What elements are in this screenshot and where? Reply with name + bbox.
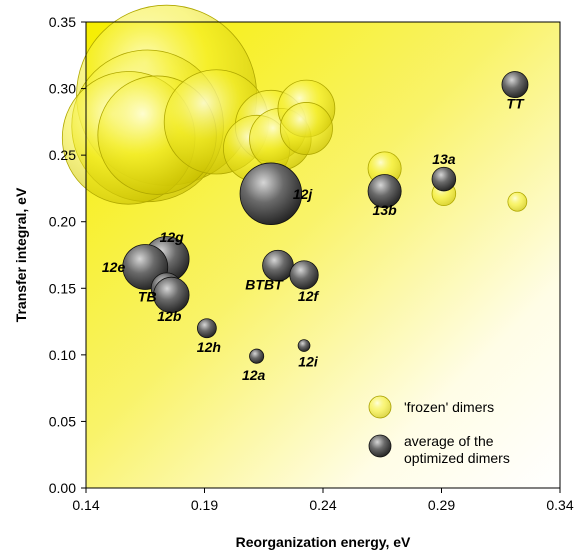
y-axis-title: Transfer integral, eV: [13, 187, 29, 322]
point-label: 12e: [102, 259, 126, 275]
point-label: 12b: [157, 308, 182, 324]
frozen-dimer-bubble: [507, 191, 528, 212]
point-label: BTBT: [245, 277, 284, 293]
x-tick-label: 0.24: [309, 497, 336, 513]
optimized-dimer-bubble: [289, 260, 319, 290]
x-axis-title: Reorganization energy, eV: [236, 534, 411, 550]
optimized-series: [122, 71, 529, 364]
legend: 'frozen' dimers average of the optimized …: [368, 395, 510, 466]
optimized-dimer-bubble: [196, 318, 217, 339]
x-axis: 0.14 0.19 0.24 0.29 0.34: [72, 488, 574, 513]
y-axis: 0.00 0.05 0.10 0.15 0.20 0.25 0.30 0.35: [49, 14, 86, 496]
y-tick-label: 0.35: [49, 14, 76, 30]
y-tick-label: 0.30: [49, 81, 76, 97]
legend-optimized-marker: [368, 434, 392, 458]
y-tick-label: 0.00: [49, 480, 76, 496]
point-label: 12g: [160, 229, 185, 245]
optimized-dimer-bubble: [367, 174, 402, 209]
optimized-dimer-bubble: [153, 276, 190, 314]
point-label: 12h: [197, 339, 221, 355]
y-tick-label: 0.25: [49, 147, 76, 163]
legend-optimized-label: average of the optimized dimers: [404, 433, 510, 466]
frozen-dimer-bubble: [279, 102, 333, 155]
y-tick-label: 0.05: [49, 413, 76, 429]
point-label: TB: [138, 288, 157, 304]
point-label: TT: [506, 96, 525, 112]
point-label: 12i: [298, 354, 319, 370]
optimized-dimer-bubble: [249, 348, 265, 364]
y-tick-label: 0.20: [49, 214, 76, 230]
frozen-series: [61, 4, 528, 212]
legend-frozen-label: 'frozen' dimers: [404, 399, 494, 415]
point-label: 12j: [293, 186, 314, 202]
legend-frozen-marker: [368, 395, 392, 419]
x-tick-label: 0.14: [72, 497, 99, 513]
point-label: 12a: [242, 367, 266, 383]
optimized-dimer-bubble: [239, 162, 303, 225]
optimized-dimer-bubble: [431, 166, 457, 192]
point-label: 13b: [373, 202, 398, 218]
y-tick-label: 0.15: [49, 280, 76, 296]
point-label: 12f: [298, 288, 320, 304]
optimized-dimer-bubble: [501, 71, 529, 99]
optimized-dimer-bubble: [297, 339, 311, 352]
point-label: 13a: [432, 151, 456, 167]
x-tick-label: 0.29: [428, 497, 455, 513]
x-tick-label: 0.34: [546, 497, 573, 513]
y-tick-label: 0.10: [49, 347, 76, 363]
x-tick-label: 0.19: [191, 497, 218, 513]
